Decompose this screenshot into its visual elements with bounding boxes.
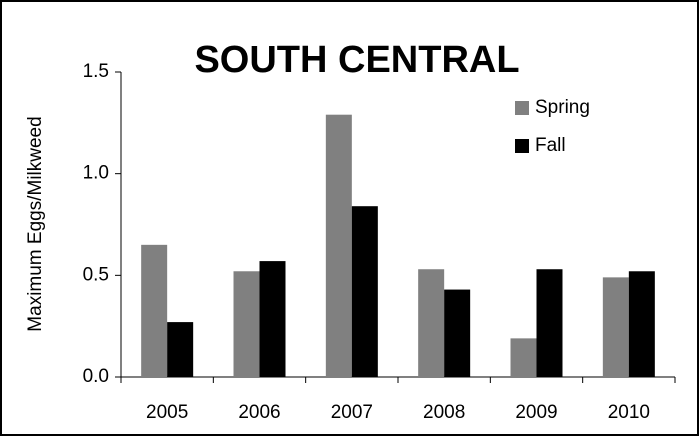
x-tick-label: 2007 bbox=[331, 402, 373, 423]
x-tick-label: 2006 bbox=[238, 402, 280, 423]
y-tick-label: 0.5 bbox=[83, 264, 109, 285]
y-tick-label: 1.5 bbox=[83, 61, 109, 82]
y-tick-label: 0.0 bbox=[83, 366, 109, 387]
bar bbox=[141, 244, 168, 377]
legend-swatch bbox=[515, 139, 529, 153]
x-tick-label: 2008 bbox=[423, 402, 465, 423]
bar bbox=[536, 269, 563, 377]
bar bbox=[510, 338, 537, 377]
bar bbox=[444, 289, 471, 377]
y-tick-label: 1.0 bbox=[83, 163, 109, 184]
bar bbox=[233, 271, 260, 377]
x-tick-label: 2009 bbox=[515, 402, 557, 423]
bar bbox=[259, 261, 286, 377]
bar bbox=[167, 322, 194, 377]
bar bbox=[418, 269, 445, 377]
legend-swatch bbox=[515, 101, 529, 115]
bar bbox=[351, 206, 378, 377]
legend-label: Spring bbox=[535, 97, 590, 118]
bar bbox=[602, 277, 629, 377]
y-axis-label: Maximum Eggs/Milkweed bbox=[25, 116, 46, 331]
x-tick-label: 2005 bbox=[146, 402, 188, 423]
bar bbox=[628, 271, 655, 377]
x-tick-label: 2010 bbox=[608, 402, 650, 423]
legend-label: Fall bbox=[535, 135, 566, 156]
chart-title: SOUTH CENTRAL bbox=[194, 39, 519, 81]
bar bbox=[325, 114, 352, 377]
